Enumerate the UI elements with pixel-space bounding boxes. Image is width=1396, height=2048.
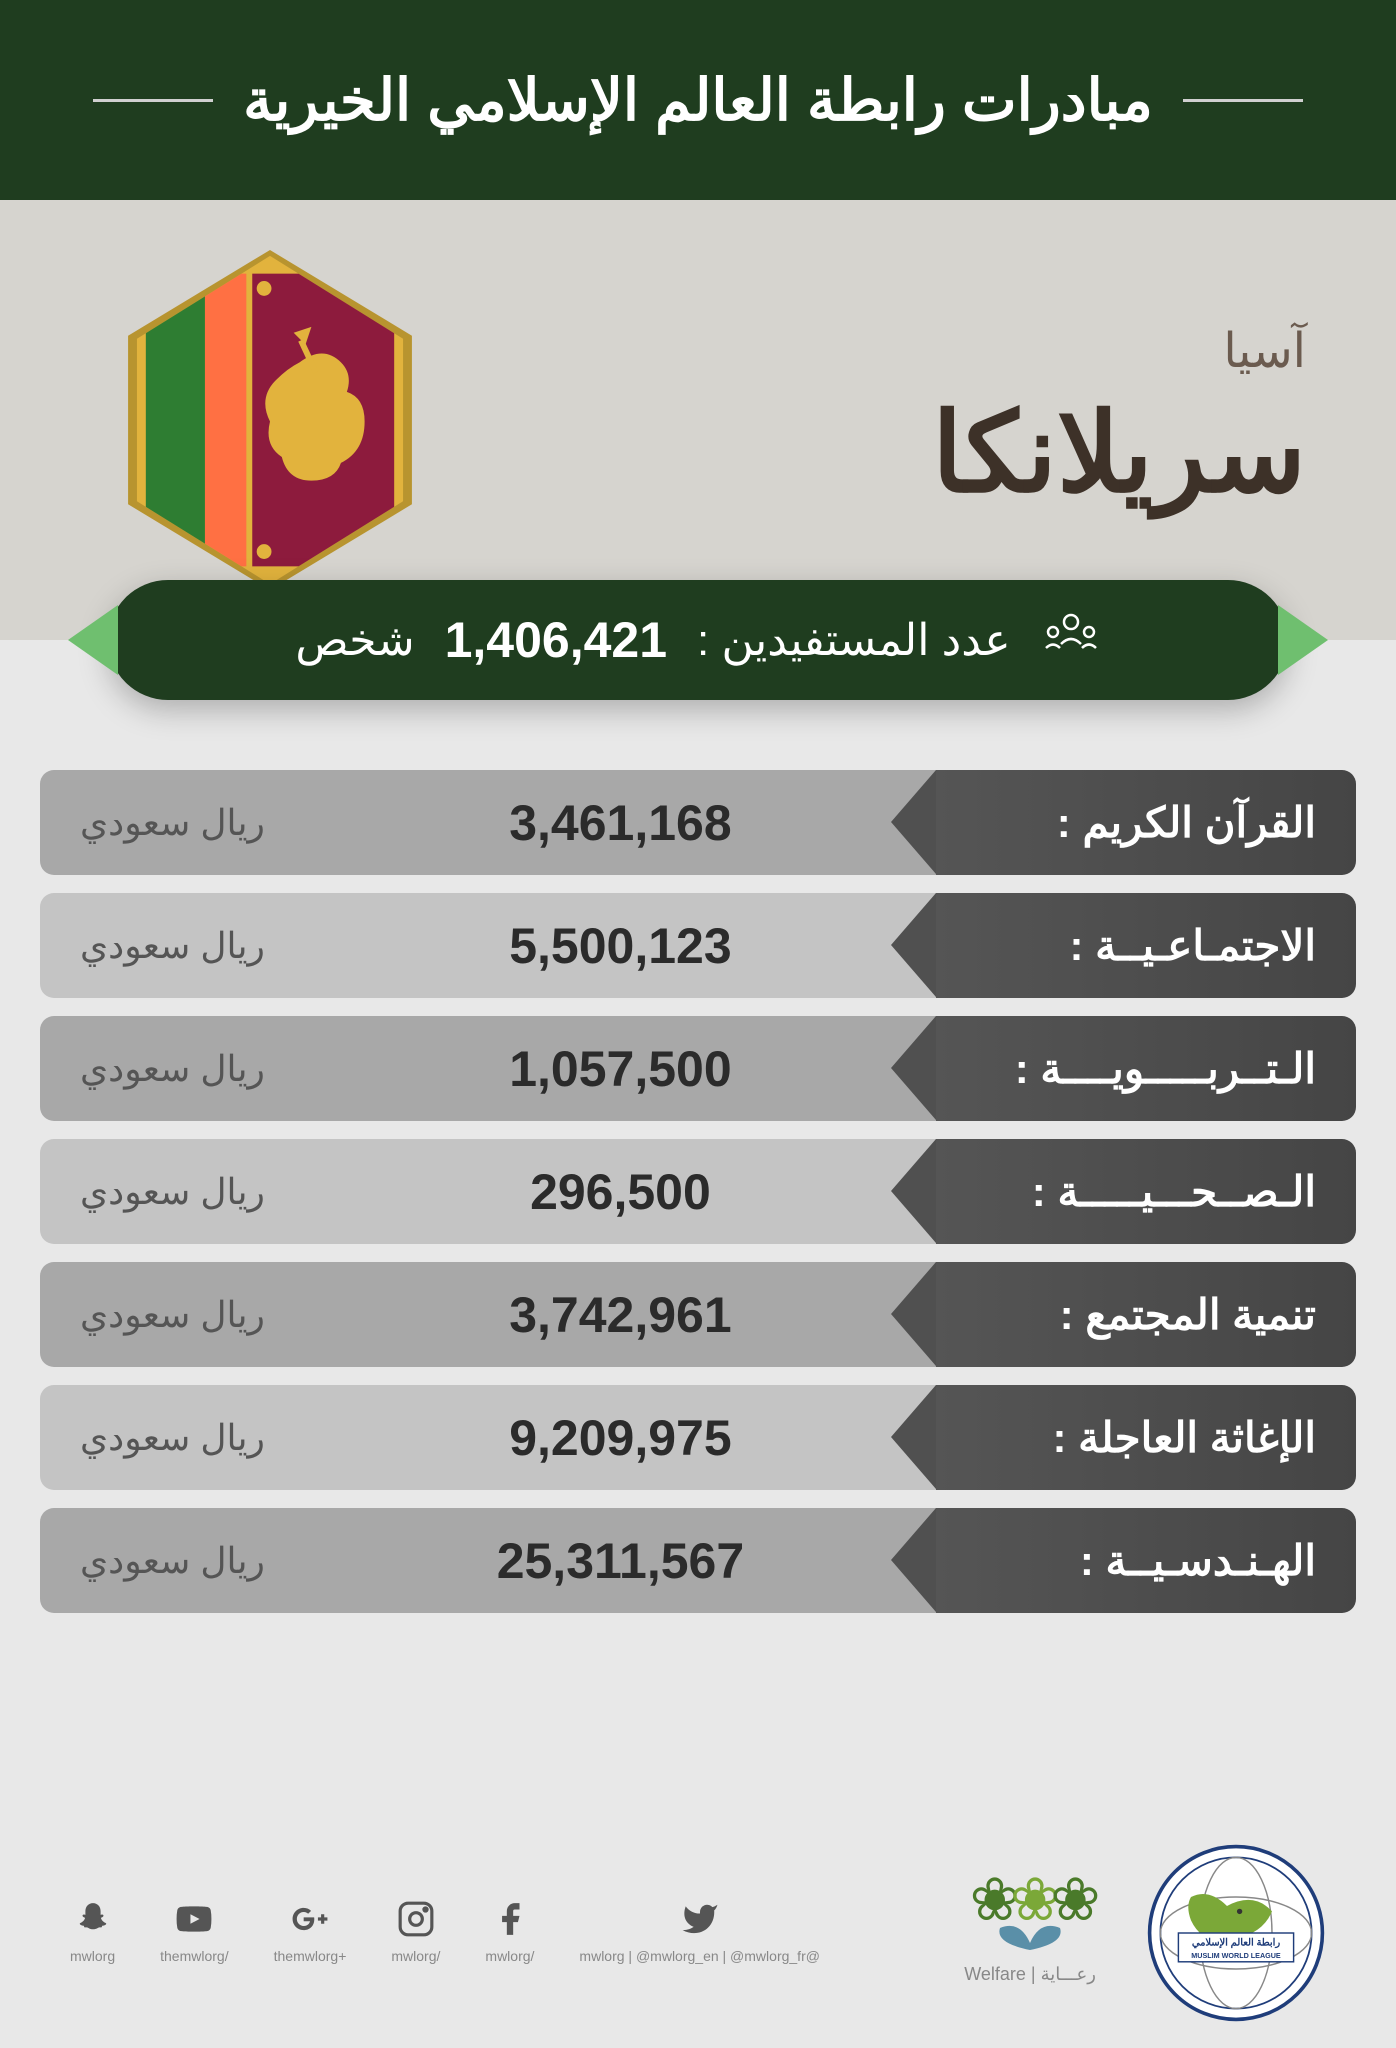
svg-text:رابطة العالم الإسلامي: رابطة العالم الإسلامي	[1192, 1938, 1281, 1949]
row-value: ريال سعودي 3,461,168	[40, 770, 946, 875]
row-number: 3,742,961	[305, 1286, 936, 1344]
row-label: الـصــحـــيـــــة :	[936, 1139, 1356, 1244]
beneficiaries-number: 1,406,421	[445, 611, 667, 669]
social-snapchat[interactable]: mwlorg	[70, 1900, 115, 1966]
page-title: مبادرات رابطة العالم الإسلامي الخيرية	[213, 66, 1183, 134]
header-line-left	[93, 99, 213, 102]
data-row: الإغاثة العاجلة : ريال سعودي 9,209,975	[40, 1385, 1356, 1490]
youtube-icon	[160, 1900, 228, 1948]
row-number: 296,500	[305, 1163, 936, 1221]
row-value: ريال سعودي 1,057,500	[40, 1016, 946, 1121]
row-value: ريال سعودي 9,209,975	[40, 1385, 946, 1490]
data-row: الاجتمـاعـيــة : ريال سعودي 5,500,123	[40, 893, 1356, 998]
social-handle: /mwlorg	[485, 1948, 534, 1964]
facebook-icon	[485, 1900, 534, 1948]
data-rows: القرآن الكريم :ريال سعودي3,461,168الاجتم…	[40, 770, 1356, 1613]
row-label: الـتــربـــــويــــة :	[936, 1016, 1356, 1121]
row-number: 9,209,975	[305, 1409, 936, 1467]
twitter-icon	[579, 1900, 820, 1948]
row-unit: ريال سعودي	[80, 802, 265, 844]
social-youtube[interactable]: /themwlorg	[160, 1900, 228, 1966]
row-value: ريال سعودي 5,500,123	[40, 893, 946, 998]
people-icon	[1041, 610, 1101, 670]
data-row: الـتــربـــــويــــة : ريال سعودي 1,057,50…	[40, 1016, 1356, 1121]
row-unit: ريال سعودي	[80, 1171, 265, 1213]
beneficiaries-banner: عدد المستفيدين : 1,406,421 شخص	[0, 580, 1396, 700]
social-facebook[interactable]: /mwlorg	[485, 1900, 534, 1966]
row-value: ريال سعودي 3,742,961	[40, 1262, 946, 1367]
data-row: الـصــحـــيـــــة : ريال سعودي 296,500	[40, 1139, 1356, 1244]
svg-text:MUSLIM WORLD LEAGUE: MUSLIM WORLD LEAGUE	[1191, 1951, 1281, 1960]
flag-icon	[120, 250, 420, 590]
beneficiaries-unit: شخص	[295, 615, 414, 666]
mwl-logo-icon: رابطة العالم الإسلامي MUSLIM WORLD LEAGU…	[1146, 1843, 1326, 2023]
country-name: سريلانكا	[932, 389, 1306, 517]
footer: رابطة العالم الإسلامي MUSLIM WORLD LEAGU…	[0, 1818, 1396, 2048]
row-unit: ريال سعودي	[80, 1417, 265, 1459]
social-handle: mwlorg	[70, 1948, 115, 1964]
gplus-icon	[274, 1900, 347, 1948]
instagram-icon	[391, 1900, 440, 1948]
row-number: 3,461,168	[305, 794, 936, 852]
welfare-leaves-icon: ❀❀❀	[964, 1882, 1096, 1918]
row-label: الهـنـدسـيــة :	[936, 1508, 1356, 1613]
banner-arrow-right-icon	[1278, 605, 1328, 675]
row-unit: ريال سعودي	[80, 1540, 265, 1582]
social-handle: @mwlorg | @mwlorg_en | @mwlorg_fr	[579, 1948, 820, 1964]
row-unit: ريال سعودي	[80, 1048, 265, 1090]
beneficiaries-label: عدد المستفيدين :	[697, 615, 1011, 666]
footer-logos: رابطة العالم الإسلامي MUSLIM WORLD LEAGU…	[964, 1843, 1326, 2023]
row-value: ريال سعودي 25,311,567	[40, 1508, 946, 1613]
social-handle: /themwlorg	[160, 1948, 228, 1964]
social-handle: +themwlorg	[274, 1948, 347, 1964]
row-value: ريال سعودي 296,500	[40, 1139, 946, 1244]
row-number: 25,311,567	[305, 1532, 936, 1590]
snapchat-icon	[70, 1900, 115, 1948]
row-label: تنمية المجتمع :	[936, 1262, 1356, 1367]
social-links: @mwlorg | @mwlorg_en | @mwlorg_fr/mwlorg…	[70, 1900, 820, 1966]
data-row: الهـنـدسـيــة : ريال سعودي 25,311,567	[40, 1508, 1356, 1613]
welfare-text: رعـــاية | Welfare	[964, 1964, 1096, 1985]
header: مبادرات رابطة العالم الإسلامي الخيرية	[0, 0, 1396, 200]
row-number: 5,500,123	[305, 917, 936, 975]
row-unit: ريال سعودي	[80, 925, 265, 967]
row-label: القرآن الكريم :	[936, 770, 1356, 875]
data-row: القرآن الكريم : ريال سعودي 3,461,168	[40, 770, 1356, 875]
row-unit: ريال سعودي	[80, 1294, 265, 1336]
row-label: الإغاثة العاجلة :	[936, 1385, 1356, 1490]
beneficiaries-pill: عدد المستفيدين : 1,406,421 شخص	[108, 580, 1288, 700]
data-row: تنمية المجتمع : ريال سعودي 3,742,961	[40, 1262, 1356, 1367]
header-line-right	[1183, 99, 1303, 102]
country-section: آسيا سريلانكا	[0, 200, 1396, 640]
country-text: آسيا سريلانكا	[932, 323, 1306, 517]
row-number: 1,057,500	[305, 1040, 936, 1098]
social-gplus[interactable]: +themwlorg	[274, 1900, 347, 1966]
social-instagram[interactable]: /mwlorg	[391, 1900, 440, 1966]
social-twitter[interactable]: @mwlorg | @mwlorg_en | @mwlorg_fr	[579, 1900, 820, 1966]
welfare-logo-icon: ❀❀❀ رعـــاية | Welfare	[964, 1882, 1096, 1985]
continent-label: آسيا	[932, 323, 1306, 379]
row-label: الاجتمـاعـيــة :	[936, 893, 1356, 998]
social-handle: /mwlorg	[391, 1948, 440, 1964]
banner-arrow-left-icon	[68, 605, 118, 675]
